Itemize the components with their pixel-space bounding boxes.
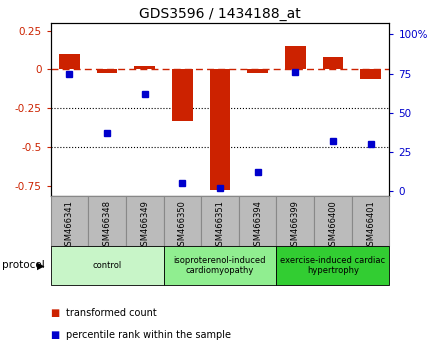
Bar [276,246,389,285]
Bar [360,69,381,79]
Bar [276,196,314,246]
Bar [352,196,389,246]
Bar [239,196,276,246]
Text: control: control [92,261,122,270]
Bar [51,246,164,285]
Bar [209,69,231,190]
Text: GSM466341: GSM466341 [65,200,74,251]
Bar [314,196,352,246]
Bar [201,196,239,246]
Bar [285,46,306,69]
Text: protocol: protocol [2,261,45,270]
Bar [323,57,343,69]
Bar [51,196,88,246]
Text: ■: ■ [51,308,60,318]
Text: GSM466400: GSM466400 [328,200,337,251]
Title: GDS3596 / 1434188_at: GDS3596 / 1434188_at [139,7,301,21]
Bar [59,54,80,69]
Bar [164,246,276,285]
Text: GSM466349: GSM466349 [140,200,149,251]
Bar [88,196,126,246]
Bar [164,196,201,246]
Text: GSM466401: GSM466401 [366,200,375,251]
Text: GSM466394: GSM466394 [253,200,262,251]
Bar [172,69,193,121]
Text: transformed count: transformed count [66,308,157,318]
Bar [247,69,268,73]
Text: isoproterenol-induced
cardiomyopathy: isoproterenol-induced cardiomyopathy [174,256,266,275]
Text: percentile rank within the sample: percentile rank within the sample [66,330,231,339]
Text: ▶: ▶ [37,261,44,270]
Text: GSM466348: GSM466348 [103,200,112,251]
Text: GSM466351: GSM466351 [216,200,224,251]
Text: GSM466350: GSM466350 [178,200,187,251]
Bar [97,69,117,73]
Text: ■: ■ [51,330,60,339]
Bar [126,196,164,246]
Text: GSM466399: GSM466399 [291,200,300,251]
Bar [134,66,155,69]
Text: exercise-induced cardiac
hypertrophy: exercise-induced cardiac hypertrophy [280,256,385,275]
